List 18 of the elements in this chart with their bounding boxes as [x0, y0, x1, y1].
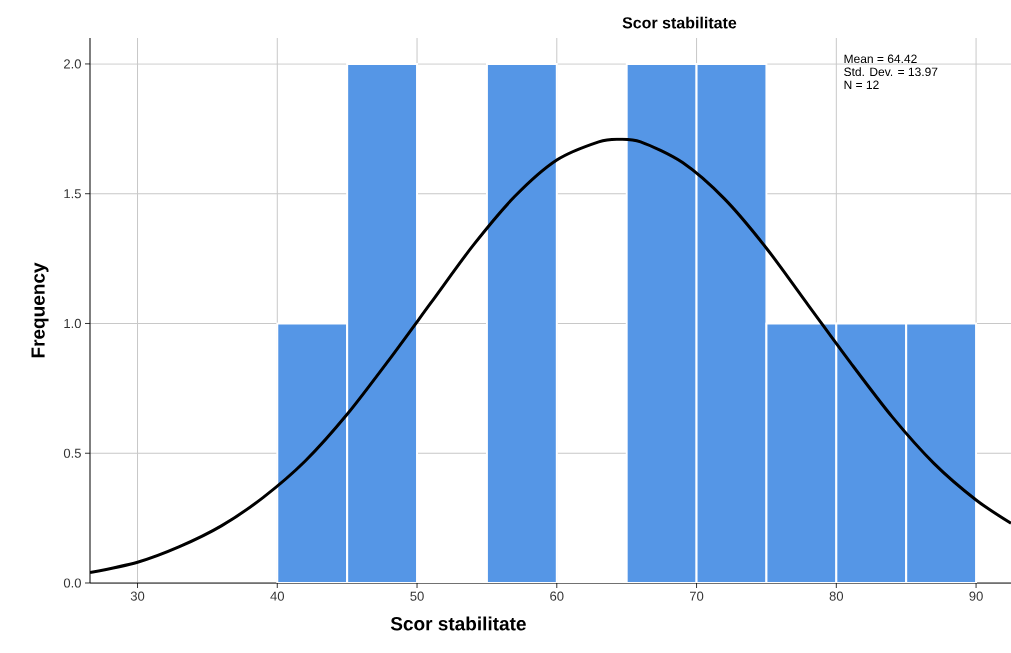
- x-tick-label: 40: [270, 591, 284, 601]
- annotation: Mean = 64.42: [844, 54, 917, 64]
- y-axis-title: Frequency: [31, 262, 49, 358]
- y-tick-label: 1.5: [64, 189, 81, 199]
- annotation: Std. Dev. = 13.97: [844, 67, 938, 77]
- x-tick-label: 50: [410, 591, 424, 601]
- x-tick-label: 60: [550, 591, 564, 601]
- y-tick-label: 2.0: [64, 59, 81, 69]
- y-tick-label: 0.5: [63, 448, 81, 458]
- x-tick-label: 70: [690, 591, 704, 601]
- x-tick-label: 80: [829, 591, 844, 601]
- y-tick-label: 0.0: [63, 578, 81, 588]
- x-axis-title: Scor stabilitate: [390, 616, 526, 631]
- y-tick-label: 1.0: [64, 318, 81, 329]
- x-tick-label: 30: [130, 591, 145, 601]
- x-tick-label: 90: [969, 591, 983, 601]
- chart-title: Scor stabilitate: [622, 16, 737, 29]
- annotation: N = 12: [844, 80, 879, 89]
